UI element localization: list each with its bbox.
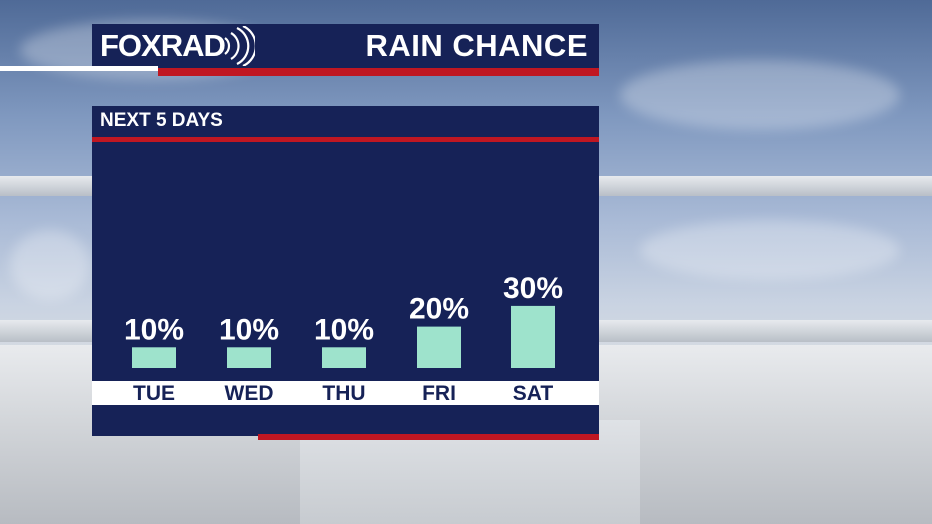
bar-thu: [322, 347, 366, 368]
day-label-fri: FRI: [422, 382, 456, 405]
panel-bottom-red-stripe: [258, 434, 599, 440]
day-label-thu: THU: [322, 382, 365, 405]
day-label-strip: [92, 381, 599, 405]
header-bar: [92, 24, 599, 68]
rain-chance-bar-chart: 10% TUE 10% WED 10% THU 20% FRI 30% SAT: [124, 272, 563, 405]
page-title: RAIN CHANCE: [365, 28, 588, 63]
day-label-tue: TUE: [133, 382, 175, 405]
panel-subtitle: NEXT 5 DAYS: [100, 110, 223, 131]
background-cloud: [10, 230, 90, 300]
background-cloud: [640, 220, 900, 280]
header-red-stripe: [158, 68, 599, 76]
day-label-sat: SAT: [513, 382, 554, 405]
day-label-wed: WED: [225, 382, 274, 405]
bar-tue: [132, 347, 176, 368]
logo-rad-text: RAD: [160, 28, 226, 63]
value-label-fri: 20%: [409, 293, 469, 326]
bar-wed: [227, 347, 271, 368]
bar-fri: [417, 326, 461, 368]
background-cloud: [620, 60, 900, 130]
value-label-tue: 10%: [124, 313, 184, 346]
header-accent-line: [0, 66, 158, 71]
value-label-thu: 10%: [314, 313, 374, 346]
value-label-wed: 10%: [219, 313, 279, 346]
panel-red-stripe: [92, 137, 599, 142]
foxrad-logo: FOX RAD: [100, 26, 255, 66]
logo-fox-text: FOX: [100, 28, 162, 63]
radar-waves-icon: [224, 26, 255, 66]
value-label-sat: 30%: [503, 272, 563, 305]
bar-sat: [511, 305, 555, 368]
